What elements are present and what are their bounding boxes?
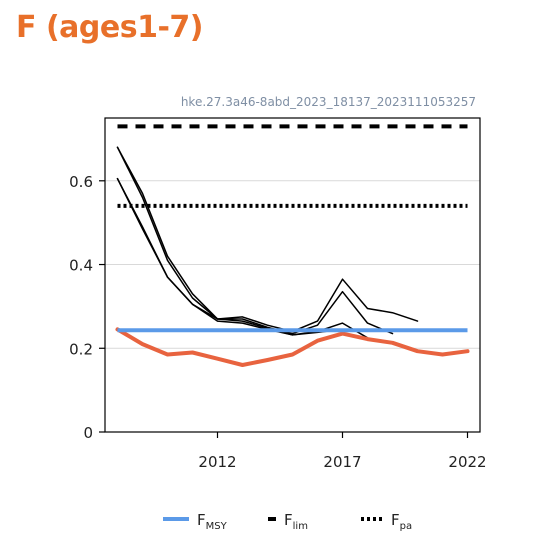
series-line-retro-2017 <box>118 179 343 335</box>
plot-frame <box>105 118 480 432</box>
x-tick-label-2: 2022 <box>448 453 486 471</box>
legend-label-FMSY: FMSY <box>197 511 228 532</box>
series-line-retro-2018 <box>118 179 368 338</box>
y-tick-label-3: 0.6 <box>69 173 93 191</box>
legend: FMSY Flim Fpa <box>163 511 412 532</box>
series-lines <box>118 147 468 365</box>
series-line-retro-2019 <box>118 147 393 333</box>
x-tick-label-0: 2012 <box>198 453 236 471</box>
y-tick-label-1: 0.2 <box>69 340 93 358</box>
axis-ticks: 0 0.2 0.4 0.6 2012 2017 2022 <box>69 173 486 471</box>
legend-label-Fpa: Fpa <box>391 511 412 532</box>
x-tick-label-1: 2017 <box>323 453 361 471</box>
series-line-retro-2020 <box>118 147 418 331</box>
y-tick-label-2: 0.4 <box>69 257 93 275</box>
y-tick-label-0: 0 <box>83 424 93 442</box>
legend-label-Flim: Flim <box>284 511 308 532</box>
reference-lines <box>118 126 468 330</box>
